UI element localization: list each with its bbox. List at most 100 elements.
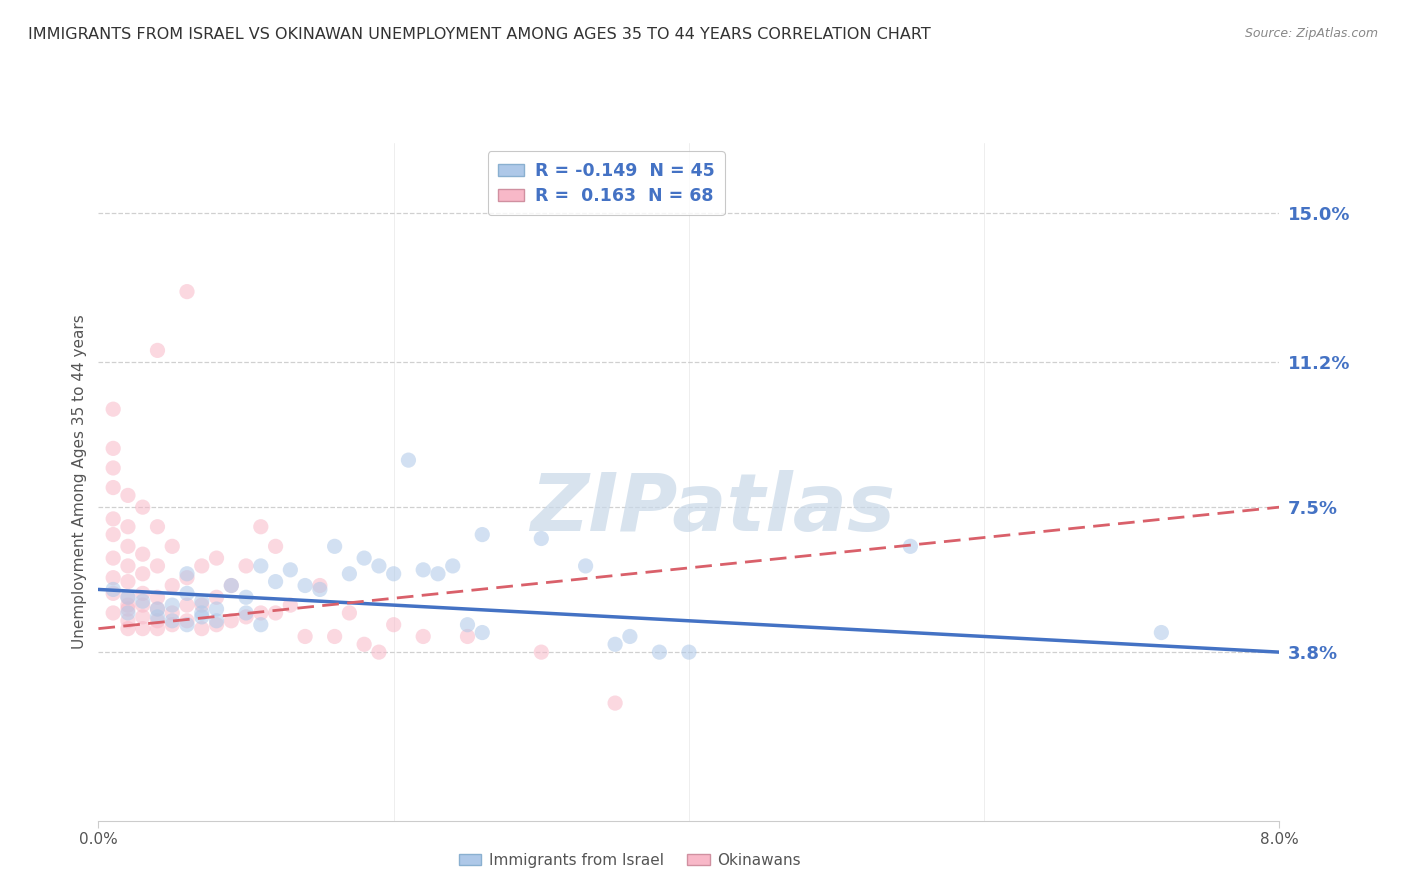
Point: [191, 558, 214, 573]
Point: [235, 558, 257, 573]
Point: [103, 442, 125, 456]
Point: [146, 614, 169, 628]
Point: [146, 622, 169, 636]
Point: [205, 591, 228, 605]
Point: [382, 566, 405, 581]
Point: [235, 610, 257, 624]
Point: [132, 547, 155, 561]
Point: [103, 512, 125, 526]
Point: [605, 637, 627, 651]
Point: [648, 645, 671, 659]
Point: [176, 571, 198, 585]
Point: [132, 610, 155, 624]
Point: [337, 606, 360, 620]
Point: [456, 630, 478, 644]
Point: [619, 630, 641, 644]
Point: [146, 610, 169, 624]
Point: [146, 602, 169, 616]
Point: [132, 598, 155, 612]
Point: [396, 453, 419, 467]
Point: [574, 558, 596, 573]
Point: [162, 617, 183, 632]
Point: [353, 637, 375, 651]
Text: Source: ZipAtlas.com: Source: ZipAtlas.com: [1244, 27, 1378, 40]
Point: [117, 591, 139, 605]
Point: [219, 578, 242, 592]
Y-axis label: Unemployment Among Ages 35 to 44 years: Unemployment Among Ages 35 to 44 years: [72, 314, 87, 649]
Point: [308, 578, 332, 592]
Point: [530, 645, 553, 659]
Point: [191, 622, 214, 636]
Point: [294, 630, 316, 644]
Point: [103, 481, 125, 495]
Point: [250, 617, 273, 632]
Point: [205, 614, 228, 628]
Point: [367, 645, 389, 659]
Point: [264, 606, 287, 620]
Point: [162, 539, 183, 553]
Text: IMMIGRANTS FROM ISRAEL VS OKINAWAN UNEMPLOYMENT AMONG AGES 35 TO 44 YEARS CORREL: IMMIGRANTS FROM ISRAEL VS OKINAWAN UNEMP…: [28, 27, 931, 42]
Point: [530, 532, 553, 546]
Point: [117, 520, 139, 534]
Point: [412, 630, 434, 644]
Point: [367, 558, 389, 573]
Point: [250, 520, 273, 534]
Point: [250, 558, 273, 573]
Point: [117, 622, 139, 636]
Point: [353, 551, 375, 566]
Point: [219, 614, 242, 628]
Point: [117, 591, 139, 605]
Point: [162, 578, 183, 592]
Point: [117, 558, 139, 573]
Point: [146, 602, 169, 616]
Point: [176, 598, 198, 612]
Point: [176, 617, 198, 632]
Point: [117, 606, 139, 620]
Point: [205, 602, 228, 616]
Point: [678, 645, 700, 659]
Point: [235, 591, 257, 605]
Point: [103, 606, 125, 620]
Point: [132, 594, 155, 608]
Point: [176, 566, 198, 581]
Point: [900, 539, 922, 553]
Point: [191, 598, 214, 612]
Point: [456, 617, 478, 632]
Point: [471, 527, 494, 541]
Point: [191, 606, 214, 620]
Point: [176, 285, 198, 299]
Point: [103, 586, 125, 600]
Point: [146, 591, 169, 605]
Point: [308, 582, 332, 597]
Point: [191, 594, 214, 608]
Point: [117, 539, 139, 553]
Point: [117, 574, 139, 589]
Point: [103, 582, 125, 597]
Point: [117, 488, 139, 502]
Point: [176, 614, 198, 628]
Point: [205, 617, 228, 632]
Point: [605, 696, 627, 710]
Text: ZIPatlas: ZIPatlas: [530, 470, 896, 548]
Point: [103, 571, 125, 585]
Point: [103, 551, 125, 566]
Point: [103, 461, 125, 475]
Legend: Immigrants from Israel, Okinawans: Immigrants from Israel, Okinawans: [453, 847, 807, 874]
Point: [250, 606, 273, 620]
Point: [146, 558, 169, 573]
Point: [264, 574, 287, 589]
Point: [294, 578, 316, 592]
Point: [162, 606, 183, 620]
Point: [264, 539, 287, 553]
Point: [1150, 625, 1173, 640]
Point: [191, 610, 214, 624]
Point: [117, 602, 139, 616]
Point: [103, 527, 125, 541]
Point: [132, 586, 155, 600]
Point: [337, 566, 360, 581]
Point: [117, 614, 139, 628]
Point: [146, 520, 169, 534]
Point: [441, 558, 464, 573]
Point: [146, 343, 169, 358]
Point: [426, 566, 449, 581]
